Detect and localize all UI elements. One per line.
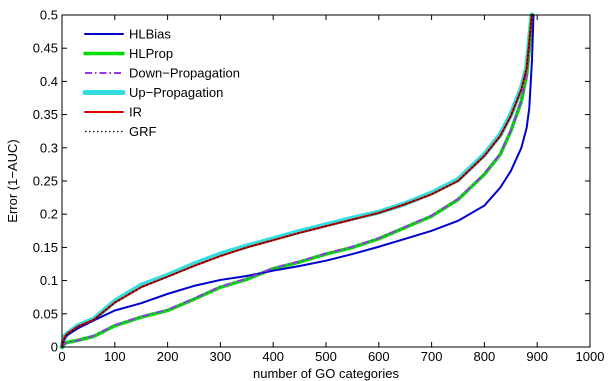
- x-tick-label: 800: [474, 349, 496, 364]
- y-tick-label: 0.3: [40, 140, 58, 155]
- x-tick-label: 600: [368, 349, 390, 364]
- y-tick-label: 0: [51, 340, 58, 355]
- x-axis-title: number of GO categories: [253, 366, 399, 381]
- x-tick-label: 500: [315, 349, 337, 364]
- series-lines: [59, 12, 535, 350]
- x-tick-label: 1000: [576, 349, 605, 364]
- x-tick-label: 200: [157, 349, 179, 364]
- y-tick-label: 0.1: [40, 273, 58, 288]
- series-line-grf: [61, 14, 533, 348]
- x-tick-label: 700: [421, 349, 443, 364]
- y-tick-label: 0.2: [40, 207, 58, 222]
- series-line-down-propagation: [61, 14, 533, 348]
- y-tick-label: 0.4: [40, 74, 58, 89]
- y-tick-label: 0.15: [33, 240, 58, 255]
- axis-ticks: [61, 14, 591, 348]
- x-axis-tick-labels: 0 100 200 300 400 500 600 700 800 900 1000: [58, 349, 604, 364]
- x-tick-label: 100: [104, 349, 126, 364]
- legend-label-grf: GRF: [129, 124, 157, 139]
- x-tick-label: 0: [58, 349, 65, 364]
- x-tick-label: 300: [210, 349, 232, 364]
- legend-label-up-propagation: Up−Propagation: [129, 85, 223, 100]
- x-tick-label: 400: [262, 349, 284, 364]
- y-tick-label: 0.25: [33, 174, 58, 189]
- series-line-hlbias: [61, 14, 535, 348]
- y-axis-title: Error (1−AUC): [5, 139, 20, 222]
- y-tick-label: 0.5: [40, 8, 58, 23]
- y-tick-label: 0.35: [33, 107, 58, 122]
- legend-label-hlprop: HLProp: [129, 46, 173, 61]
- legend-label-ir: IR: [129, 105, 142, 120]
- legend-label-hlbias: HLBias: [129, 27, 171, 42]
- y-tick-label: 0.45: [33, 41, 58, 56]
- y-tick-label: 0.05: [33, 306, 58, 321]
- legend: HLBias HLProp Down−Propagation Up−Propagati…: [82, 27, 240, 139]
- legend-label-down-propagation: Down−Propagation: [129, 66, 240, 81]
- x-tick-label: 900: [526, 349, 548, 364]
- y-axis-tick-labels: 0 0.05 0.1 0.15 0.2 0.25 0.3 0.35 0.4 0.45 0.5: [33, 8, 58, 355]
